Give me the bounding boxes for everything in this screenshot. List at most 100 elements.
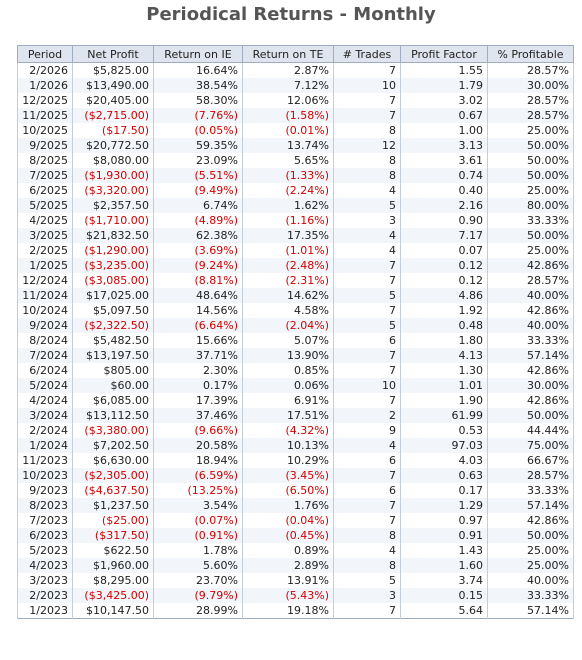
- table-cell: 3/2024: [17, 408, 73, 423]
- table-cell: 0.89%: [242, 543, 334, 558]
- table-cell: 1.76%: [242, 498, 334, 513]
- table-cell: (1.16%): [242, 213, 334, 228]
- table-cell: 33.33%: [487, 213, 574, 228]
- table-cell: 40.00%: [487, 318, 574, 333]
- table-cell: 1.55: [400, 62, 488, 78]
- table-row: 6/2025 ($3,320.00) (9.49%) (2.24%) 4 0.40 25.0…: [17, 183, 574, 198]
- table-cell: ($1,710.00): [72, 213, 154, 228]
- table-cell: 10/2025: [17, 123, 73, 138]
- table-cell: 28.57%: [487, 62, 574, 78]
- table-cell: 3: [333, 213, 401, 228]
- table-row: 4/2024 $6,085.00 17.39% 6.91% 7 1.90 42.86%: [17, 393, 574, 408]
- table-cell: 50.00%: [487, 408, 574, 423]
- table-row: 5/2023 $622.50 1.78% 0.89% 4 1.43 25.00%: [17, 543, 574, 558]
- table-cell: 7: [333, 348, 401, 363]
- table-row: 4/2023 $1,960.00 5.60% 2.89% 8 1.60 25.00%: [17, 558, 574, 573]
- table-cell: 28.57%: [487, 468, 574, 483]
- table-row: 2/2024 ($3,380.00) (9.66%) (4.32%) 9 0.53 44.4…: [17, 423, 574, 438]
- table-cell: 3.74: [400, 573, 488, 588]
- table-row: 3/2023 $8,295.00 23.70% 13.91% 5 3.74 40.00%: [17, 573, 574, 588]
- table-cell: 0.53: [400, 423, 488, 438]
- table-cell: ($3,320.00): [72, 183, 154, 198]
- table-cell: 7/2025: [17, 168, 73, 183]
- table-cell: 61.99: [400, 408, 488, 423]
- table-cell: 12/2025: [17, 93, 73, 108]
- table-cell: 4/2024: [17, 393, 73, 408]
- table-cell: 30.00%: [487, 378, 574, 393]
- table-cell: 1/2026: [17, 78, 73, 93]
- table-cell: 25.00%: [487, 558, 574, 573]
- table-cell: 1.01: [400, 378, 488, 393]
- table-cell: ($1,930.00): [72, 168, 154, 183]
- table-row: 11/2024 $17,025.00 48.64% 14.62% 5 4.86 40.00%: [17, 288, 574, 303]
- table-cell: 7: [333, 513, 401, 528]
- table-cell: 57.14%: [487, 498, 574, 513]
- table-cell: 0.67: [400, 108, 488, 123]
- table-cell: 13.90%: [242, 348, 334, 363]
- table-cell: 13.91%: [242, 573, 334, 588]
- table-cell: 2.30%: [153, 363, 243, 378]
- table-cell: 57.14%: [487, 603, 574, 619]
- table-cell: (5.43%): [242, 588, 334, 603]
- table-cell: 12: [333, 138, 401, 153]
- table-cell: 7/2023: [17, 513, 73, 528]
- table-cell: $20,405.00: [72, 93, 154, 108]
- table-cell: 28.57%: [487, 273, 574, 288]
- table-cell: 2/2023: [17, 588, 73, 603]
- table-cell: ($3,380.00): [72, 423, 154, 438]
- table-cell: 4.03: [400, 453, 488, 468]
- table-row: 7/2025 ($1,930.00) (5.51%) (1.33%) 8 0.74 50.0…: [17, 168, 574, 183]
- table-cell: 4/2025: [17, 213, 73, 228]
- column-header: % Profitable: [487, 45, 574, 63]
- table-cell: 6/2024: [17, 363, 73, 378]
- table-cell: 1.80: [400, 333, 488, 348]
- table-cell: 6: [333, 453, 401, 468]
- table-row: 10/2025 ($17.50) (0.05%) (0.01%) 8 1.00 25.00%: [17, 123, 574, 138]
- table-cell: 7: [333, 393, 401, 408]
- table-cell: 10/2024: [17, 303, 73, 318]
- table-cell: 3.54%: [153, 498, 243, 513]
- table-cell: 1/2023: [17, 603, 73, 619]
- table-cell: 28.57%: [487, 93, 574, 108]
- table-cell: 0.90: [400, 213, 488, 228]
- table-cell: 9/2024: [17, 318, 73, 333]
- table-cell: ($3,235.00): [72, 258, 154, 273]
- table-cell: 33.33%: [487, 483, 574, 498]
- table-cell: 1.79: [400, 78, 488, 93]
- table-cell: 5: [333, 318, 401, 333]
- column-header: # Trades: [333, 45, 401, 63]
- table-cell: 17.35%: [242, 228, 334, 243]
- table-cell: 4.58%: [242, 303, 334, 318]
- table-cell: 1/2024: [17, 438, 73, 453]
- column-header: Return on TE: [242, 45, 334, 63]
- table-cell: 4: [333, 243, 401, 258]
- table-cell: 1.29: [400, 498, 488, 513]
- table-cell: 57.14%: [487, 348, 574, 363]
- table-cell: 4: [333, 228, 401, 243]
- table-cell: 10/2023: [17, 468, 73, 483]
- table-cell: $13,490.00: [72, 78, 154, 93]
- table-cell: 9: [333, 423, 401, 438]
- table-row: 2/2026 $5,825.00 16.64% 2.87% 7 1.55 28.57%: [17, 62, 574, 78]
- table-row: 8/2024 $5,482.50 15.66% 5.07% 6 1.80 33.33%: [17, 333, 574, 348]
- table-cell: 1.92: [400, 303, 488, 318]
- table-cell: 7: [333, 498, 401, 513]
- table-cell: 17.39%: [153, 393, 243, 408]
- table-cell: 12.06%: [242, 93, 334, 108]
- table-cell: $5,825.00: [72, 62, 154, 78]
- table-cell: 7: [333, 108, 401, 123]
- table-cell: 4: [333, 183, 401, 198]
- table-row: 4/2025 ($1,710.00) (4.89%) (1.16%) 3 0.90 33.3…: [17, 213, 574, 228]
- table-cell: 7: [333, 273, 401, 288]
- table-cell: 11/2025: [17, 108, 73, 123]
- table-cell: 11/2024: [17, 288, 73, 303]
- table-cell: (9.24%): [153, 258, 243, 273]
- table-cell: 42.86%: [487, 513, 574, 528]
- table-cell: 23.09%: [153, 153, 243, 168]
- table-cell: 10: [333, 378, 401, 393]
- table-cell: 6: [333, 483, 401, 498]
- table-cell: 9/2025: [17, 138, 73, 153]
- table-cell: ($317.50): [72, 528, 154, 543]
- table-cell: 10.29%: [242, 453, 334, 468]
